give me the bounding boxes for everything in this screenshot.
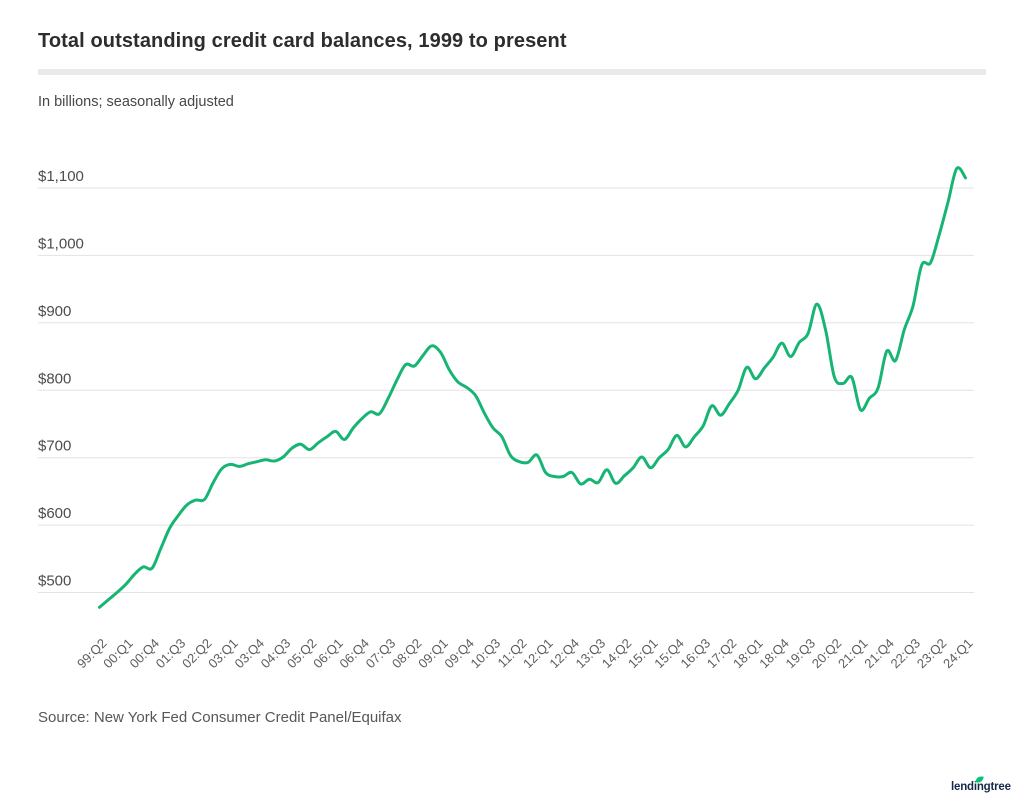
- chart-title: Total outstanding credit card balances, …: [38, 30, 567, 52]
- y-axis-label: $1,000: [38, 235, 84, 252]
- y-axis-label: $500: [38, 573, 71, 590]
- y-axis-label: $600: [38, 505, 71, 522]
- lendingtree-logo: lendingtree: [951, 776, 1011, 793]
- x-axis-label: 10:Q3: [468, 636, 504, 672]
- y-axis-label: $1,100: [38, 168, 84, 185]
- leaf-icon: [975, 776, 984, 783]
- y-axis-label: $800: [38, 370, 71, 387]
- chart-subtitle: In billions; seasonally adjusted: [38, 94, 234, 110]
- data-line: [98, 166, 967, 609]
- source-note: Source: New York Fed Consumer Credit Pan…: [38, 709, 402, 726]
- logo-text: lendingtree: [951, 781, 1011, 793]
- y-axis-label: $700: [38, 438, 71, 455]
- x-axis-label: 24:Q1: [940, 636, 976, 672]
- y-axis-label: $900: [38, 303, 71, 320]
- chart-canvas: $500$600$700$800$900$1,000$1,10099:Q200:…: [38, 166, 976, 672]
- header-divider: [38, 69, 986, 75]
